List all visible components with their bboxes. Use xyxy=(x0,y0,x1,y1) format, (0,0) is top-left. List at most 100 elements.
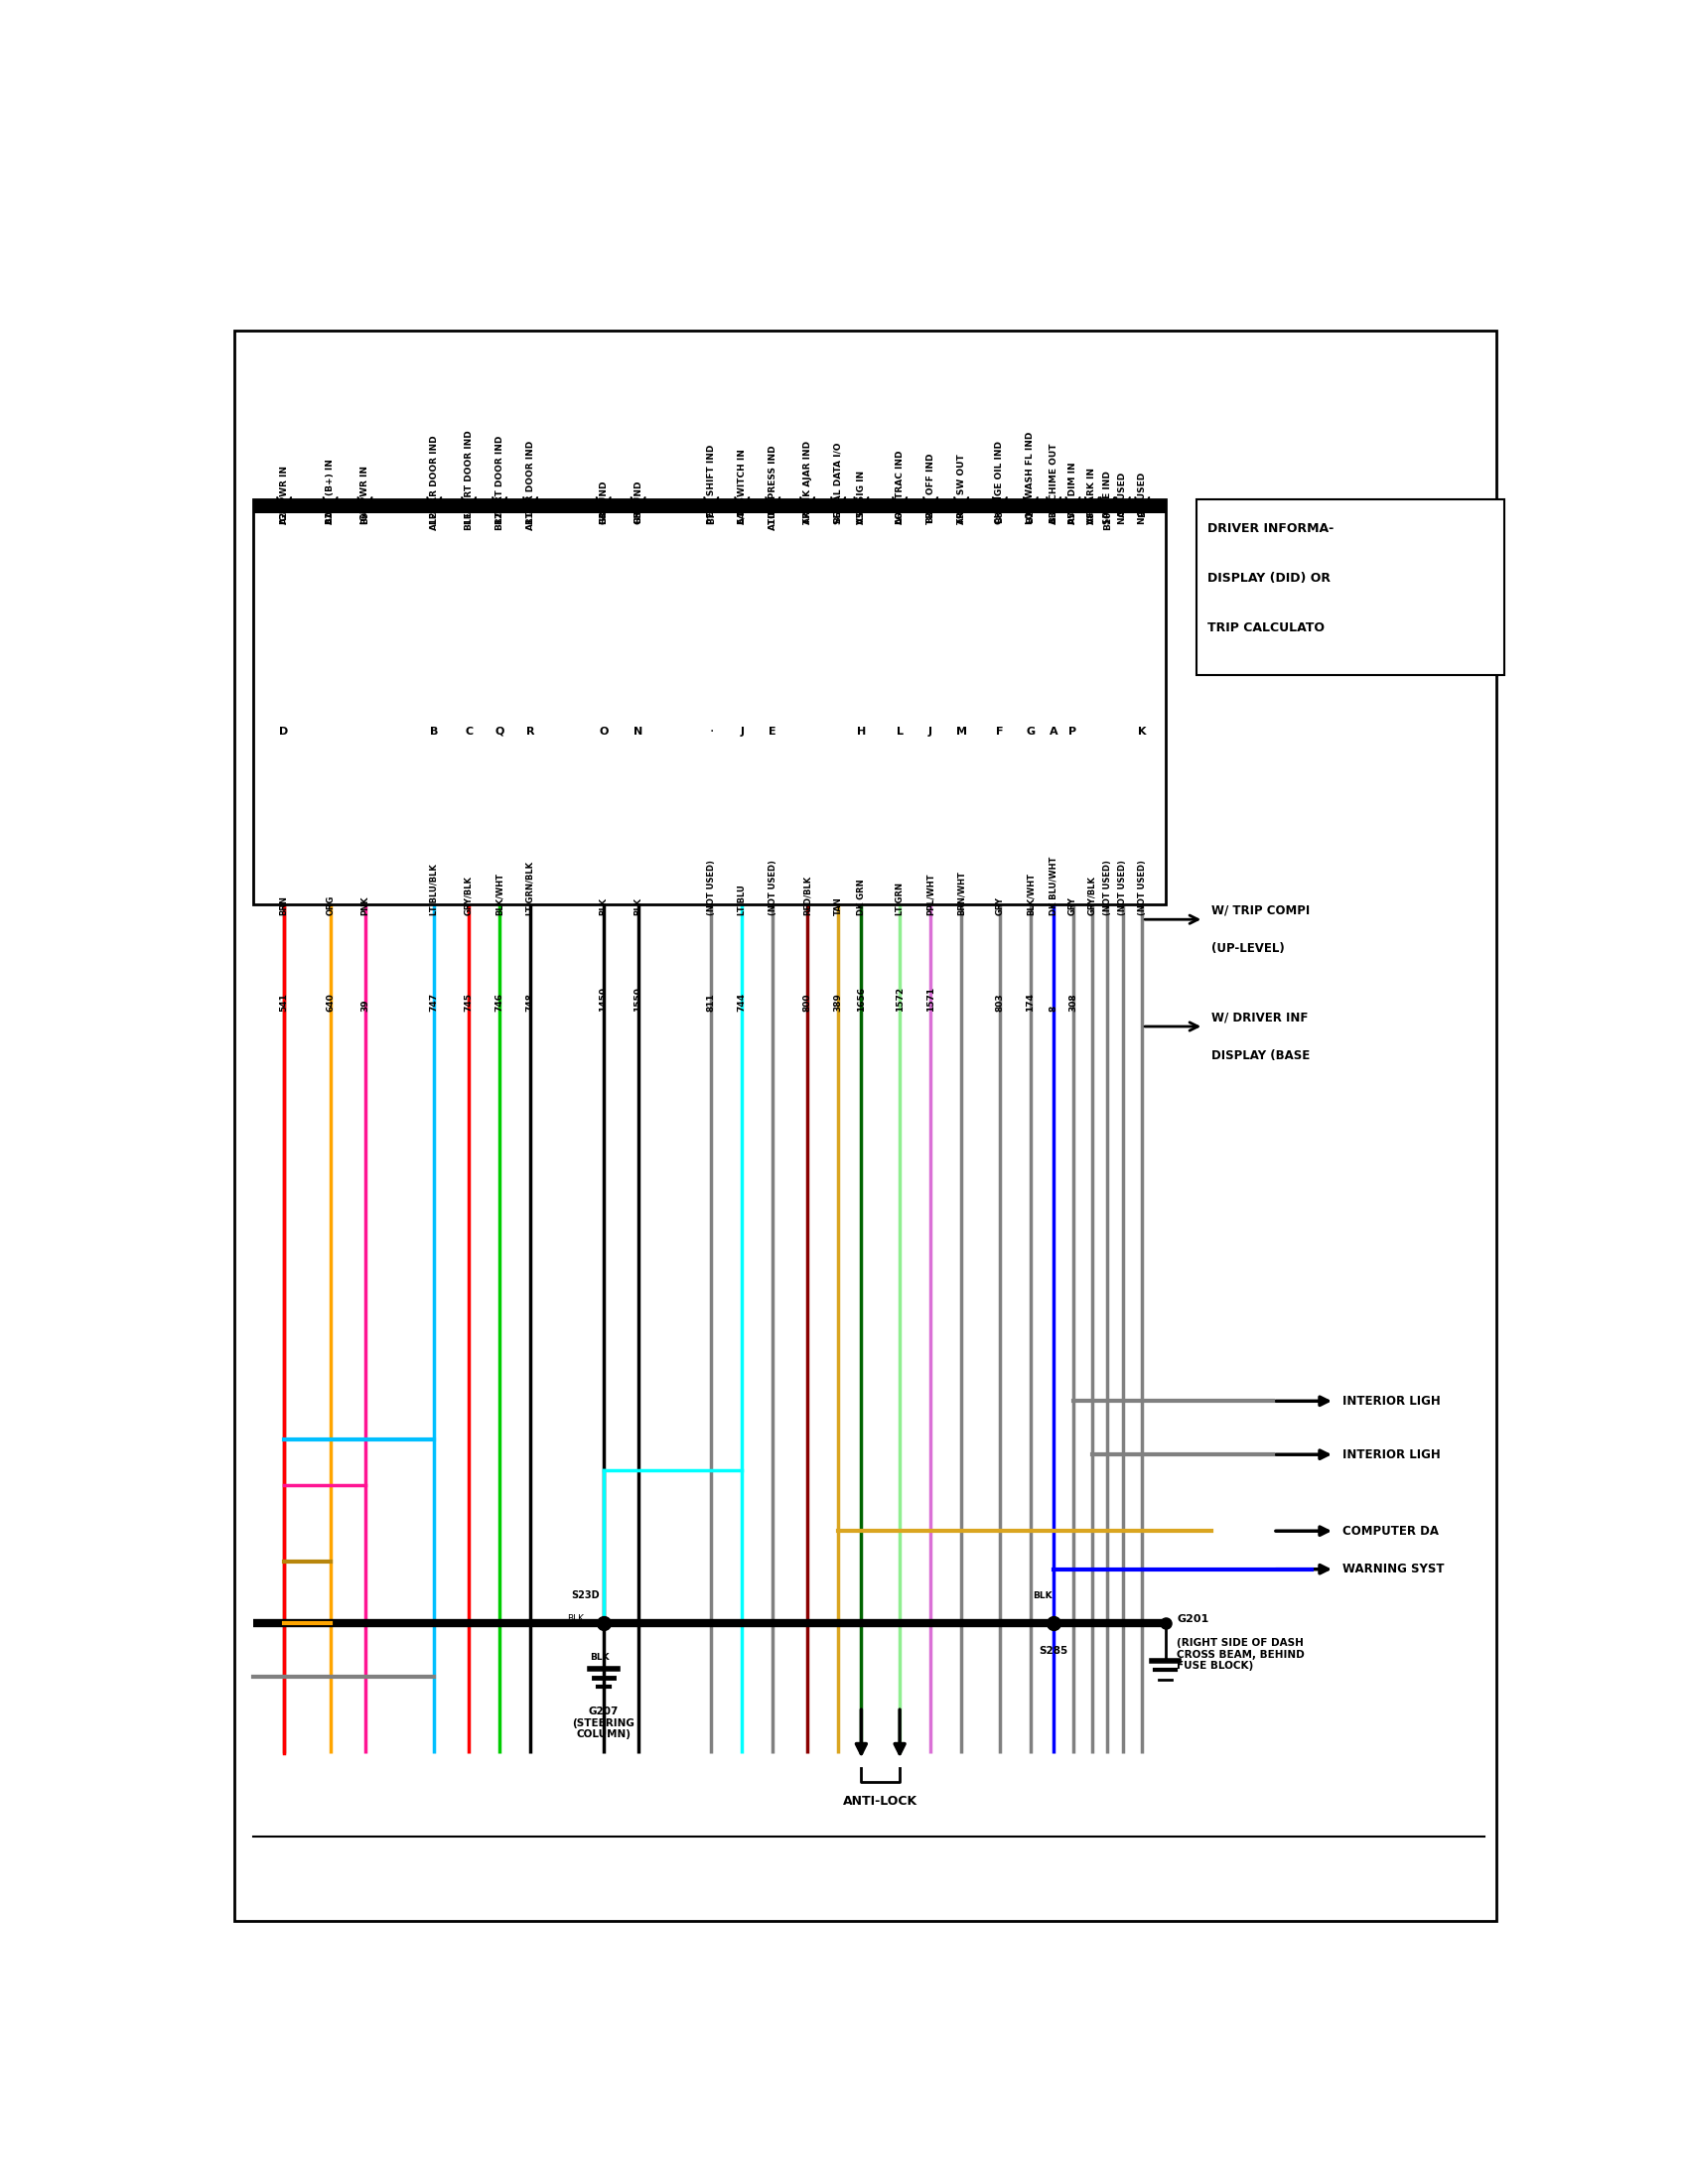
Text: SERIAL DATA I/O: SERIAL DATA I/O xyxy=(834,443,842,524)
Text: 744: 744 xyxy=(738,992,746,1011)
Text: D: D xyxy=(280,727,289,736)
Text: LT BLU: LT BLU xyxy=(738,885,746,915)
Text: GROUND: GROUND xyxy=(633,480,643,524)
Text: E/M SWITCH IN: E/M SWITCH IN xyxy=(738,450,746,524)
Text: IGN PWR IN: IGN PWR IN xyxy=(280,465,289,524)
Text: 746: 746 xyxy=(495,992,505,1011)
Text: GRY: GRY xyxy=(1069,898,1077,915)
Text: PNK: PNK xyxy=(361,895,370,915)
Text: W/ TRIP COMPI: W/ TRIP COMPI xyxy=(1212,904,1310,917)
Text: LT BLU/BLK: LT BLU/BLK xyxy=(430,865,439,915)
Text: INTERIOR LIGH: INTERIOR LIGH xyxy=(1342,1448,1440,1461)
Text: B9: B9 xyxy=(361,511,370,524)
Text: NOT USED: NOT USED xyxy=(1119,472,1128,524)
Text: A7: A7 xyxy=(803,511,812,524)
Text: BLK: BLK xyxy=(633,898,643,915)
Text: LT GRN/BLK: LT GRN/BLK xyxy=(527,863,535,915)
Text: 747: 747 xyxy=(430,992,439,1011)
Text: B10: B10 xyxy=(1102,511,1112,531)
Text: (NOT USED): (NOT USED) xyxy=(707,860,716,915)
Text: PWM DIM IN: PWM DIM IN xyxy=(1069,463,1077,524)
Text: IGN PWR IN: IGN PWR IN xyxy=(361,465,370,524)
Text: S285: S285 xyxy=(1040,1647,1069,1655)
Text: M: M xyxy=(955,727,967,736)
Text: BLK: BLK xyxy=(567,1614,584,1623)
Text: LFT FRT DOOR IND: LFT FRT DOOR IND xyxy=(464,430,473,524)
Text: (UP-LEVEL): (UP-LEVEL) xyxy=(1212,943,1285,954)
Text: GRY/BLK: GRY/BLK xyxy=(464,876,473,915)
Text: A9: A9 xyxy=(957,511,966,524)
Text: BRN: BRN xyxy=(280,895,289,915)
Text: E: E xyxy=(770,727,776,736)
Text: BLK: BLK xyxy=(599,898,608,915)
Text: RT RR DOOR IND: RT RR DOOR IND xyxy=(527,441,535,524)
Text: TRAC SW OUT: TRAC SW OUT xyxy=(957,454,966,524)
Text: K: K xyxy=(1138,727,1146,736)
Text: TRUNK AJAR IND: TRUNK AJAR IND xyxy=(803,441,812,524)
Text: 1572: 1572 xyxy=(895,987,905,1011)
Text: COMPUTER DA: COMPUTER DA xyxy=(1342,1524,1438,1538)
Text: G201: G201 xyxy=(1177,1614,1209,1625)
Text: PERF SHIFT IND: PERF SHIFT IND xyxy=(707,446,716,524)
Text: LOW TRAC IND: LOW TRAC IND xyxy=(895,450,905,524)
Text: BATT (B+) IN: BATT (B+) IN xyxy=(326,459,334,524)
Text: (NOT USED): (NOT USED) xyxy=(1119,860,1128,915)
Text: G: G xyxy=(1026,727,1035,736)
Text: AUX CHIME OUT: AUX CHIME OUT xyxy=(1050,443,1058,524)
Text: LOW WASH FL IND: LOW WASH FL IND xyxy=(1026,432,1035,524)
Text: A11: A11 xyxy=(527,511,535,531)
Text: (NOT USED): (NOT USED) xyxy=(768,860,776,915)
Text: 811: 811 xyxy=(707,992,716,1011)
Text: R: R xyxy=(527,727,535,736)
Text: (NOT USED): (NOT USED) xyxy=(1138,860,1146,915)
Text: ANTI-LOCK: ANTI-LOCK xyxy=(844,1795,918,1808)
Text: LFT RR DOOR IND: LFT RR DOOR IND xyxy=(430,435,439,524)
Text: A: A xyxy=(1119,511,1128,518)
Text: W/ DRIVER INF: W/ DRIVER INF xyxy=(1212,1011,1308,1024)
Text: A5: A5 xyxy=(1069,511,1077,524)
Text: G207
(STEERING
COLUMN): G207 (STEERING COLUMN) xyxy=(572,1708,635,1741)
Text: 174: 174 xyxy=(1026,992,1035,1011)
Text: WARNING SYST: WARNING SYST xyxy=(1342,1564,1443,1575)
Text: PPL/WHT: PPL/WHT xyxy=(927,874,935,915)
Text: 541: 541 xyxy=(280,992,289,1011)
Text: 39: 39 xyxy=(361,998,370,1011)
Text: B8: B8 xyxy=(996,511,1004,524)
Text: VF PARK IN: VF PARK IN xyxy=(1087,467,1097,524)
Text: GRY/BLK: GRY/BLK xyxy=(1087,876,1097,915)
Text: B2: B2 xyxy=(927,511,935,524)
Text: B11: B11 xyxy=(464,511,473,531)
Text: S23D: S23D xyxy=(571,1590,599,1599)
Text: B: B xyxy=(430,727,439,736)
Text: DRIVER INFORMA-: DRIVER INFORMA- xyxy=(1207,522,1334,535)
Text: A1: A1 xyxy=(326,511,334,524)
Text: B12: B12 xyxy=(495,511,505,531)
Text: A2: A2 xyxy=(280,511,289,524)
Bar xyxy=(253,500,1165,513)
Text: BLK: BLK xyxy=(589,1653,609,1662)
Text: B1: B1 xyxy=(1026,511,1035,524)
Text: TAN: TAN xyxy=(834,898,842,915)
Text: F: F xyxy=(996,727,1003,736)
Text: B7: B7 xyxy=(707,511,716,524)
Text: 1571: 1571 xyxy=(927,987,935,1011)
Text: ·: · xyxy=(709,725,714,738)
Text: DK GRN: DK GRN xyxy=(858,880,866,915)
Text: BLK/WHT: BLK/WHT xyxy=(495,874,505,915)
Text: RT FRT DOOR IND: RT FRT DOOR IND xyxy=(495,435,505,524)
Text: 8: 8 xyxy=(1050,1005,1058,1011)
Text: GROUND: GROUND xyxy=(599,480,608,524)
Text: 640: 640 xyxy=(326,992,334,1011)
Text: GRY: GRY xyxy=(996,898,1004,915)
Text: A: A xyxy=(1050,727,1058,736)
Text: A4: A4 xyxy=(738,511,746,524)
Text: B5: B5 xyxy=(633,511,643,524)
Text: TIRE PRESS IND: TIRE PRESS IND xyxy=(768,446,776,524)
Text: B4: B4 xyxy=(599,511,608,524)
Text: (RIGHT SIDE OF DASH
CROSS BEAM, BEHIND
FUSE BLOCK): (RIGHT SIDE OF DASH CROSS BEAM, BEHIND F… xyxy=(1177,1638,1305,1671)
Text: LT GRN: LT GRN xyxy=(895,882,905,915)
Text: RED/BLK: RED/BLK xyxy=(803,876,812,915)
Text: DK BLU/WHT: DK BLU/WHT xyxy=(1050,856,1058,915)
Text: L: L xyxy=(896,727,903,736)
Text: J: J xyxy=(739,727,744,736)
